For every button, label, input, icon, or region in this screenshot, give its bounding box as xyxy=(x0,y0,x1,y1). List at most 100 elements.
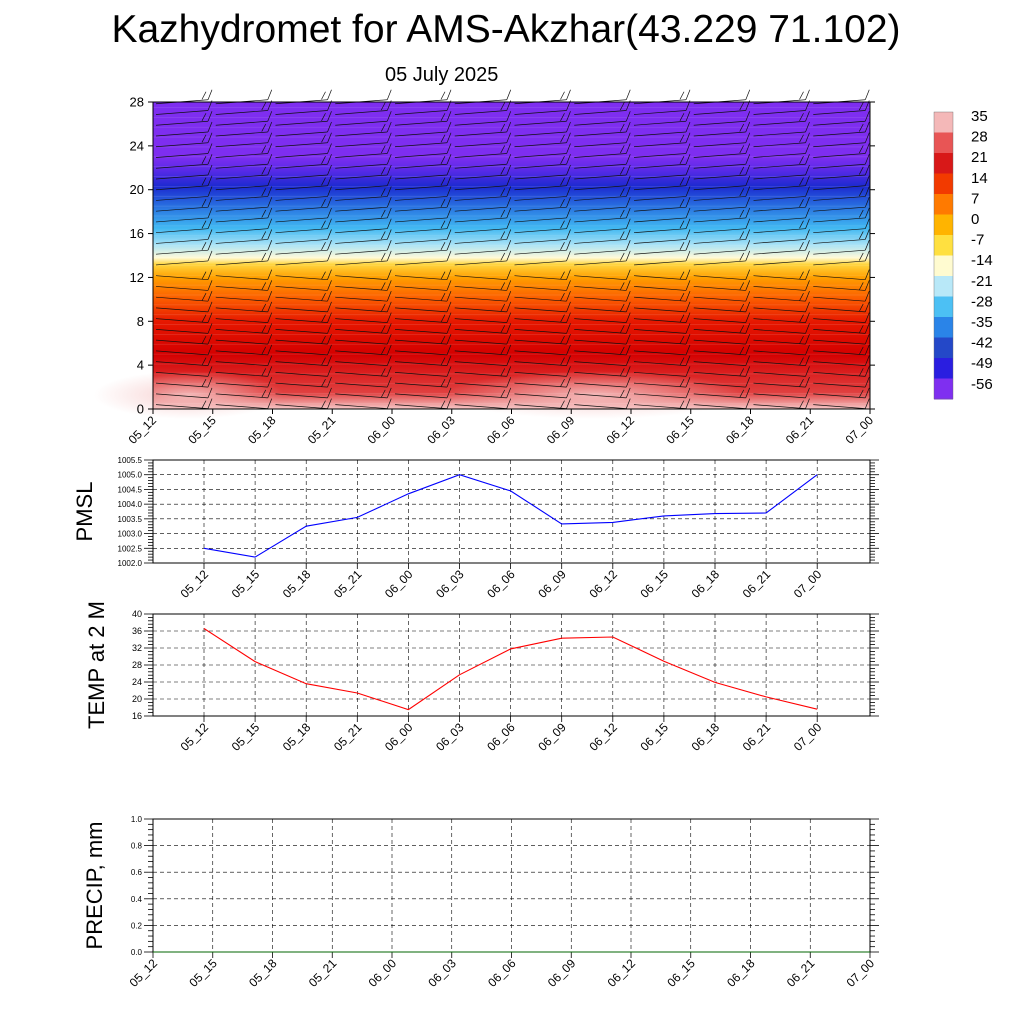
barb-feather xyxy=(207,387,213,398)
barb-feather xyxy=(386,387,392,398)
barb-feather xyxy=(321,91,326,100)
barb-shaft xyxy=(155,131,209,137)
barb-feather xyxy=(685,111,691,122)
x-tick-label: 06_18 xyxy=(689,567,723,601)
barb-shaft xyxy=(753,307,806,313)
barb-shaft xyxy=(574,382,627,388)
barb-shaft xyxy=(215,249,268,255)
barb-feather xyxy=(446,207,452,219)
barb-feather xyxy=(506,387,512,398)
wind-barb xyxy=(394,291,452,302)
barb-feather xyxy=(685,218,691,229)
barb-feather xyxy=(864,197,870,208)
barb-shaft xyxy=(813,318,866,324)
wind-barb xyxy=(514,229,571,244)
barb-feather xyxy=(386,132,392,143)
barb-feather xyxy=(864,280,870,291)
wind-barb xyxy=(155,111,213,126)
barb-feather xyxy=(619,389,625,398)
y-tick-label: 32 xyxy=(132,643,142,653)
barb-feather xyxy=(745,186,751,197)
barb-feather xyxy=(267,111,273,122)
x-tick-label: 05_15 xyxy=(186,956,220,990)
wind-barb xyxy=(335,111,392,126)
barb-shaft xyxy=(514,249,567,255)
barb-shaft xyxy=(394,206,448,212)
barb-feather xyxy=(685,291,691,302)
wind-barb xyxy=(394,250,452,266)
barb-shaft xyxy=(514,318,567,324)
barb-feather xyxy=(805,323,810,334)
barb-shaft xyxy=(633,217,687,223)
barb-feather xyxy=(739,231,745,240)
barb-feather xyxy=(506,250,512,262)
barb-feather xyxy=(858,325,864,334)
barb-feather xyxy=(864,355,870,366)
barb-shaft xyxy=(633,404,687,409)
y-tick-label: 4 xyxy=(137,358,144,373)
barb-feather xyxy=(560,134,565,143)
barb-feather xyxy=(267,240,273,251)
wind-barb xyxy=(275,334,332,345)
wind-barb xyxy=(394,186,452,201)
barb-feather xyxy=(799,293,804,301)
x-tick-label: 06_03 xyxy=(433,720,467,754)
barb-shaft xyxy=(633,318,687,324)
wind-barb xyxy=(454,240,512,255)
x-tick-label: 06_15 xyxy=(664,956,698,990)
barb-feather xyxy=(207,323,213,334)
barb-shaft xyxy=(753,339,806,345)
barb-shaft xyxy=(275,260,328,266)
wind-barb xyxy=(813,291,870,302)
wind-barb xyxy=(574,207,631,223)
barb-shaft xyxy=(454,350,507,356)
wind-barb xyxy=(514,175,571,191)
colorbar-box xyxy=(934,132,953,154)
barb-shaft xyxy=(813,131,866,137)
wind-barb xyxy=(514,301,571,313)
wind-barb xyxy=(574,291,631,302)
barb-feather xyxy=(440,357,446,366)
wind-barb xyxy=(215,207,273,223)
barb-feather xyxy=(446,121,452,133)
wind-barb xyxy=(813,143,870,158)
barb-feather xyxy=(625,121,631,133)
barb-shaft xyxy=(813,350,866,356)
barb-feather xyxy=(321,134,326,143)
barb-shaft xyxy=(335,249,388,255)
barb-feather xyxy=(261,368,267,377)
barb-shaft xyxy=(574,239,627,244)
barb-shaft xyxy=(753,120,806,126)
wind-barb xyxy=(574,175,631,191)
barb-feather xyxy=(267,132,273,143)
barb-feather xyxy=(625,366,631,377)
wind-barb xyxy=(335,197,392,212)
barb-feather xyxy=(386,111,392,122)
barb-feather xyxy=(625,312,631,323)
barb-shaft xyxy=(394,329,448,334)
wind-barb xyxy=(215,240,273,255)
barb-feather xyxy=(745,398,751,409)
wind-barb xyxy=(633,323,691,334)
barb-feather xyxy=(858,303,864,312)
x-tick-label: 05_12 xyxy=(126,413,160,447)
x-tick-label: 06_00 xyxy=(366,956,400,990)
barb-feather xyxy=(207,312,213,323)
barb-shaft xyxy=(394,249,448,255)
barb-feather xyxy=(261,303,267,312)
x-tick-label: 06_09 xyxy=(535,567,569,601)
barb-feather xyxy=(506,197,512,208)
wind-barb xyxy=(514,366,571,377)
barb-feather xyxy=(267,323,273,334)
wind-barb xyxy=(633,240,691,255)
barb-feather xyxy=(685,186,691,197)
barb-feather xyxy=(446,301,452,313)
wind-barb xyxy=(574,398,631,409)
barb-shaft xyxy=(394,153,448,158)
barb-shaft xyxy=(155,153,209,158)
barb-shaft xyxy=(514,153,567,158)
barb-feather xyxy=(685,387,691,398)
barb-feather xyxy=(386,89,392,100)
barb-shaft xyxy=(275,163,328,169)
